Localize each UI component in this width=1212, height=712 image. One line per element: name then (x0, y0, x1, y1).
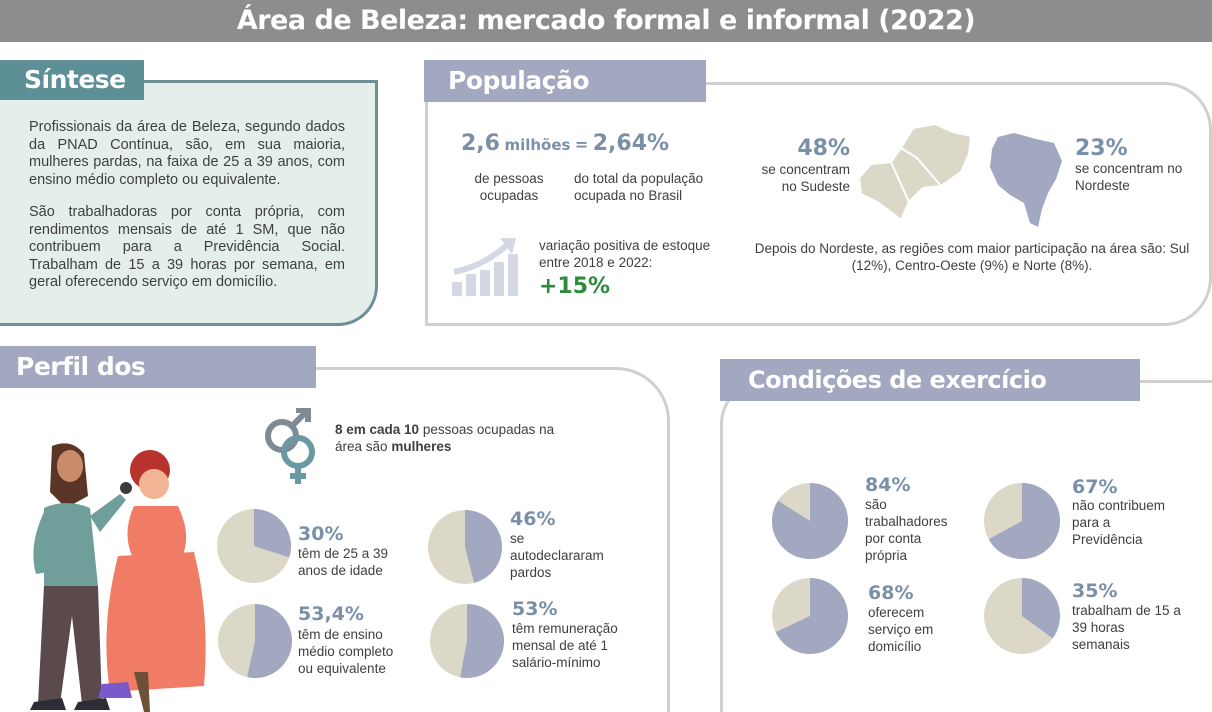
perfil-pie-3 (430, 604, 504, 678)
condicoes-stat-3-caption: trabalham de 15 a 39 horas semanais (1072, 603, 1181, 652)
hairdresser-illustration (30, 443, 206, 712)
header-bar: Área de Beleza: mercado formal e informa… (0, 0, 1212, 42)
condicoes-stat-1-value: 67% (1072, 476, 1118, 498)
pie-value-slice (1022, 578, 1060, 639)
pie-value-slice (465, 510, 502, 583)
growth-chart-icon (452, 238, 518, 296)
condicoes-stat-1-caption: não contribuem para a Previdência (1072, 498, 1166, 547)
condicoes-stat-2-caption: oferecem serviço em domicílio (868, 605, 934, 654)
perfil-pie-0 (217, 509, 291, 583)
share-caption: do total da população ocupada no Brasil (574, 171, 704, 203)
perfil-stat-2-caption: têm de ensino médio completo ou equivale… (298, 627, 394, 676)
populacao-title: População ocupada (424, 60, 706, 137)
pie-value-slice (254, 509, 291, 558)
sudeste-map-icon (857, 122, 973, 222)
sintese-paragraph-2: São trabalhadoras por conta própria, com… (29, 204, 345, 290)
gender-bold-2: mulheres (391, 439, 452, 454)
perfil-stat-1-value: 46% (510, 508, 556, 530)
regions-note: Depois do Nordeste, as regiões com maior… (754, 241, 1190, 273)
condicoes-pie-3 (984, 578, 1060, 654)
sudeste-pct: 48% (797, 136, 850, 161)
pie-value-slice (775, 578, 848, 654)
pie-value-slice (988, 483, 1060, 559)
share-value: 2,64% (592, 131, 670, 156)
total-caption: de pessoas ocupadas (474, 171, 544, 203)
perfil-pie-1 (428, 510, 502, 584)
nordeste-pct: 23% (1075, 136, 1128, 161)
gender-text-1: pessoas ocupadas na área são (335, 422, 555, 454)
pie-value-slice (460, 604, 504, 678)
total-unit: milhões (504, 136, 571, 154)
total-value: 2,6 (461, 131, 500, 156)
perfil-stat-0-caption: têm de 25 a 39 anos de idade (298, 546, 389, 578)
perfil-stat-0-value: 30% (298, 523, 344, 545)
sudeste-caption: se concentram no Sudeste (761, 162, 850, 194)
condicoes-stat-0-value: 84% (865, 474, 911, 496)
condicoes-pie-1 (984, 483, 1060, 559)
gender-symbol-icon (265, 408, 315, 484)
perfil-pie-2 (218, 604, 292, 678)
condicoes-pie-2 (772, 578, 848, 654)
page-title: Área de Beleza: mercado formal e informa… (236, 5, 976, 36)
perfil-stat-1-caption: se autodeclararam pardos (510, 531, 604, 580)
condicoes-title: Condições de exercício profissional (720, 359, 1140, 436)
pie-value-slice (772, 483, 848, 559)
condicoes-stat-3-value: 35% (1072, 580, 1118, 602)
gender-bold-1: 8 em cada 10 (335, 422, 420, 437)
variation-caption: variação positiva de estoque entre 2018 … (539, 238, 711, 270)
sintese-title: Síntese (0, 60, 144, 100)
equals-sign: = (574, 135, 589, 154)
perfil-stat-3-caption: têm remuneração mensal de até 1 salário-… (512, 621, 618, 670)
gender-stat: 8 em cada 10 pessoas ocupadas na área sã… (335, 421, 575, 455)
variation-value: +15% (539, 274, 611, 299)
populacao-panel (425, 82, 1212, 326)
total-workers: 2,6 milhões = 2,64% (461, 131, 669, 156)
perfil-stat-3-value: 53% (512, 598, 558, 620)
perfil-title: Perfil dos trabalhadores (0, 346, 316, 423)
perfil-panel (0, 367, 670, 712)
pie-value-slice (247, 604, 292, 678)
nordeste-map-icon (990, 133, 1062, 227)
nordeste-caption: se concentram no Nordeste (1075, 161, 1183, 193)
condicoes-pie-0 (772, 483, 848, 559)
condicoes-stat-0-caption: são trabalhadores por conta própria (865, 497, 948, 563)
sintese-panel (0, 80, 378, 326)
perfil-stat-2-value: 53,4% (298, 603, 364, 625)
sintese-paragraph-1: Profissionais da área de Beleza, segundo… (29, 119, 345, 188)
condicoes-stat-2-value: 68% (868, 582, 914, 604)
